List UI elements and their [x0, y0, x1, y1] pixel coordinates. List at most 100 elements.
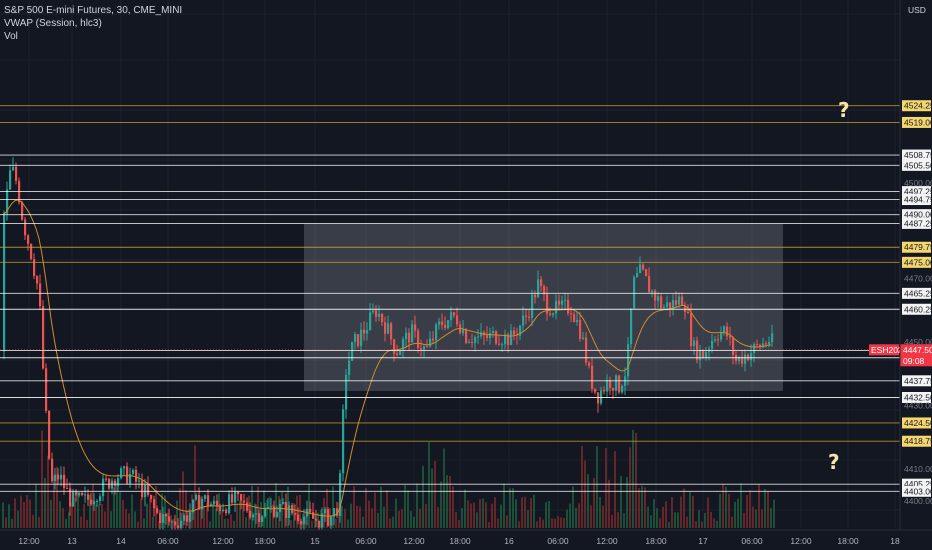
candle-down[interactable]: [570, 313, 573, 315]
candle-down[interactable]: [42, 306, 45, 369]
candle-down[interactable]: [618, 375, 621, 393]
candle-up[interactable]: [711, 340, 714, 349]
candle-up[interactable]: [201, 498, 204, 510]
candle-up[interactable]: [405, 332, 408, 340]
candle-down[interactable]: [156, 508, 159, 513]
candle-up[interactable]: [171, 521, 174, 523]
candle-down[interactable]: [567, 299, 570, 314]
candle-down[interactable]: [327, 509, 330, 526]
currency-label[interactable]: USD: [908, 5, 926, 15]
symbol-title[interactable]: S&P 500 E-mini Futures, 30, CME_MINI: [4, 5, 183, 16]
candle-down[interactable]: [294, 513, 297, 515]
question-mark-annotation-lower[interactable]: ?: [828, 450, 840, 474]
candle-down[interactable]: [114, 480, 117, 486]
candle-up[interactable]: [402, 339, 405, 351]
candle-up[interactable]: [723, 326, 726, 333]
candle-up[interactable]: [438, 321, 441, 325]
candle-down[interactable]: [66, 487, 69, 489]
candle-down[interactable]: [546, 294, 549, 314]
candle-down[interactable]: [426, 346, 429, 348]
candle-down[interactable]: [168, 516, 171, 522]
candle-down[interactable]: [69, 488, 72, 507]
candle-up[interactable]: [282, 502, 285, 504]
candle-down[interactable]: [273, 506, 276, 517]
candle-up[interactable]: [699, 349, 702, 361]
candle-down[interactable]: [540, 279, 543, 286]
candle-down[interactable]: [534, 294, 537, 298]
candle-up[interactable]: [222, 509, 225, 512]
candle-up[interactable]: [738, 356, 741, 362]
candle-down[interactable]: [645, 269, 648, 277]
candle-down[interactable]: [495, 331, 498, 344]
candle-up[interactable]: [714, 339, 717, 341]
candle-down[interactable]: [216, 500, 219, 507]
candle-up[interactable]: [510, 330, 513, 346]
candle-up[interactable]: [324, 509, 327, 514]
candle-down[interactable]: [186, 515, 189, 522]
candle-up[interactable]: [234, 491, 237, 503]
candle-down[interactable]: [393, 339, 396, 354]
candle-down[interactable]: [732, 337, 735, 355]
candle-down[interactable]: [717, 339, 720, 341]
candle-down[interactable]: [471, 342, 474, 344]
candle-down[interactable]: [177, 525, 180, 528]
candle-up[interactable]: [351, 341, 354, 361]
candle-up[interactable]: [519, 325, 522, 336]
candle-down[interactable]: [207, 495, 210, 507]
candle-up[interactable]: [78, 492, 81, 496]
candle-down[interactable]: [39, 283, 42, 307]
candle-down[interactable]: [603, 390, 606, 392]
candle-up[interactable]: [693, 340, 696, 347]
candle-up[interactable]: [117, 478, 120, 486]
candle-up[interactable]: [744, 354, 747, 364]
candle-down[interactable]: [675, 300, 678, 305]
candle-down[interactable]: [486, 335, 489, 339]
candle-up[interactable]: [435, 324, 438, 341]
candle-down[interactable]: [33, 258, 36, 277]
candle-up[interactable]: [192, 499, 195, 513]
candle-up[interactable]: [672, 300, 675, 310]
candle-up[interactable]: [132, 469, 135, 474]
candle-up[interactable]: [429, 338, 432, 347]
candle-up[interactable]: [9, 170, 12, 190]
candle-up[interactable]: [3, 213, 6, 352]
candle-down[interactable]: [528, 316, 531, 318]
candle-up[interactable]: [345, 374, 348, 410]
candle-down[interactable]: [81, 492, 84, 496]
candle-up[interactable]: [195, 494, 198, 500]
candle-up[interactable]: [468, 342, 471, 344]
candle-down[interactable]: [159, 512, 162, 523]
candle-up[interactable]: [768, 341, 771, 345]
candle-down[interactable]: [375, 310, 378, 317]
candle-up[interactable]: [555, 300, 558, 314]
candle-down[interactable]: [363, 329, 366, 334]
candle-up[interactable]: [264, 507, 267, 517]
candle-down[interactable]: [408, 332, 411, 343]
candle-up[interactable]: [480, 332, 483, 337]
candle-down[interactable]: [558, 300, 561, 305]
symbol-tag-label[interactable]: ESH2022: [871, 345, 908, 355]
candle-down[interactable]: [51, 458, 54, 482]
candle-up[interactable]: [162, 514, 165, 523]
candle-up[interactable]: [663, 306, 666, 308]
candle-down[interactable]: [249, 510, 252, 518]
candle-down[interactable]: [231, 494, 234, 503]
candle-up[interactable]: [657, 296, 660, 301]
candle-down[interactable]: [441, 321, 444, 325]
candle-down[interactable]: [594, 388, 597, 393]
candle-up[interactable]: [771, 333, 774, 342]
candle-up[interactable]: [288, 505, 291, 518]
candle-up[interactable]: [750, 352, 753, 361]
consolidation-range-zone[interactable]: [304, 224, 783, 391]
candle-up[interactable]: [348, 360, 351, 375]
candle-down[interactable]: [141, 480, 144, 498]
candle-down[interactable]: [300, 521, 303, 525]
candle-up[interactable]: [639, 264, 642, 274]
candle-up[interactable]: [477, 336, 480, 338]
candle-up[interactable]: [6, 189, 9, 214]
candle-up[interactable]: [54, 474, 57, 482]
candle-up[interactable]: [303, 516, 306, 525]
candle-down[interactable]: [150, 494, 153, 500]
candle-up[interactable]: [492, 331, 495, 333]
candle-up[interactable]: [504, 334, 507, 345]
